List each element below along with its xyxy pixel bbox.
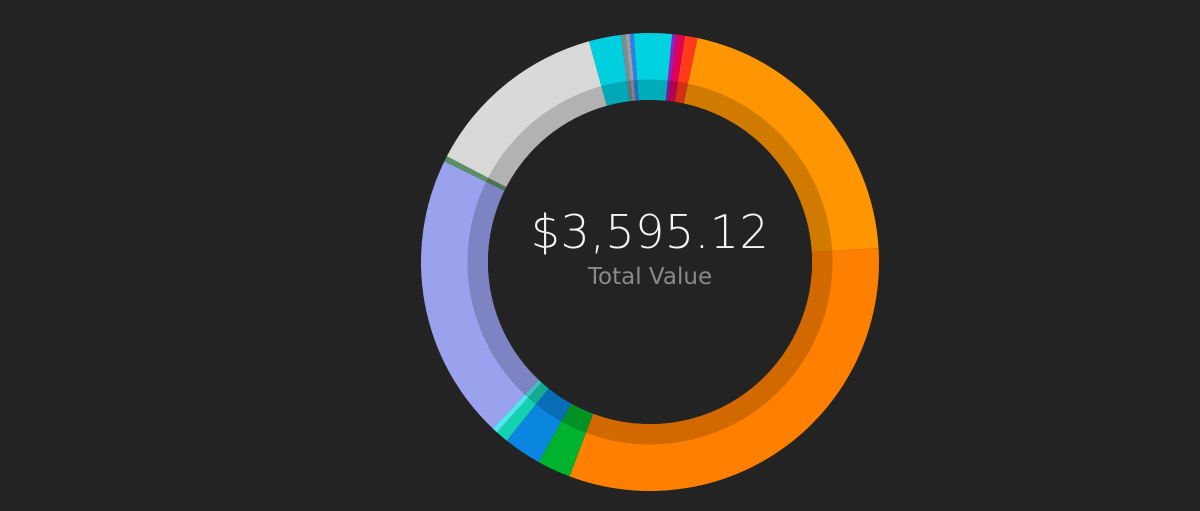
donut-slice-inner-11	[626, 80, 633, 102]
donut-slice-17	[677, 35, 698, 84]
donut-slice-4	[506, 403, 562, 463]
donut-slice-inner-12	[630, 80, 636, 101]
donut-slice-inner-7	[467, 181, 539, 395]
donut-slice-14	[633, 33, 673, 81]
donut-slice-6	[492, 394, 529, 433]
donut-slice-13	[629, 33, 638, 81]
donut-slice-11	[621, 34, 631, 82]
donut-slice-inner-13	[633, 79, 639, 101]
donut-slice-inner-16	[668, 80, 678, 102]
donut-slice-8	[444, 156, 489, 182]
donut-slice-12	[625, 33, 634, 82]
donut-inner-shade	[467, 79, 833, 445]
donut-slice-inner-14	[637, 79, 668, 101]
donut-slice-10	[589, 34, 628, 87]
donut-slices	[420, 33, 879, 491]
donut-slice-inner-1	[683, 83, 833, 253]
donut-slice-2	[569, 248, 879, 491]
donut-slice-inner-2	[585, 250, 833, 445]
donut-slice-inner-15	[665, 80, 672, 102]
donut-slice-inner-3	[561, 403, 594, 433]
donut-slice-inner-10	[601, 80, 630, 106]
donut-slice-5	[496, 397, 537, 441]
donut-slice-9	[446, 41, 602, 178]
donut-slice-inner-9	[488, 86, 607, 188]
donut-hole	[488, 100, 812, 424]
donut-inner-ring	[467, 79, 833, 445]
donut-slice-7	[420, 161, 526, 429]
donut-slice-inner-5	[528, 382, 549, 405]
donut-slice-15	[667, 34, 677, 82]
donut-slice-inner-17	[674, 81, 688, 104]
donut-slice-inner-8	[486, 177, 507, 191]
donut-slice-16	[671, 34, 686, 83]
donut-slice-1	[687, 38, 879, 251]
donut-slice-inner-6	[524, 379, 542, 398]
donut-slice-3	[538, 421, 587, 477]
donut-slice-inner-4	[535, 388, 572, 422]
